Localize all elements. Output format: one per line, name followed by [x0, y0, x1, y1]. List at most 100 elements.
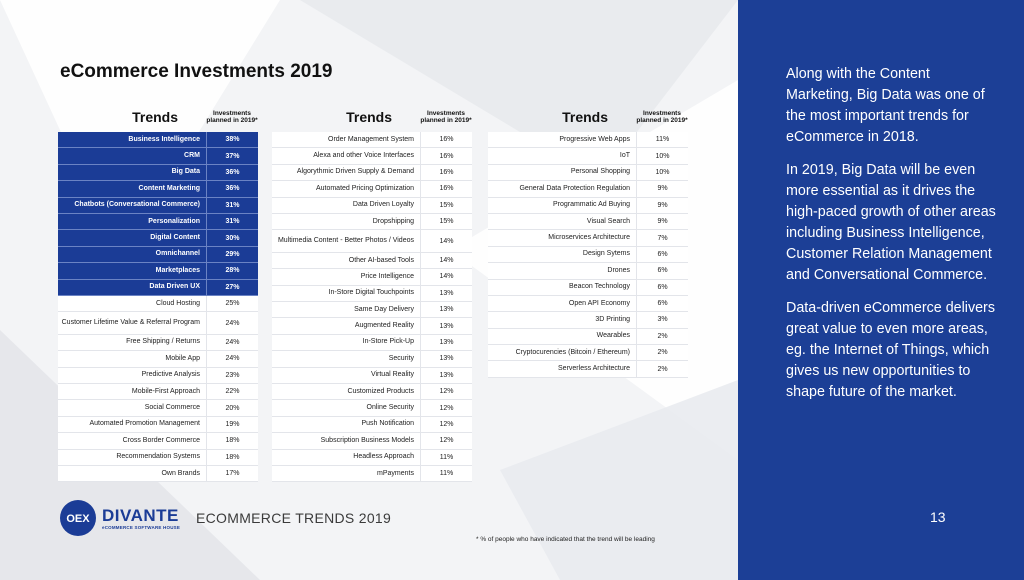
table-row: Chatbots (Conversational Commerce) 31% — [58, 197, 258, 214]
trend-name: Wearables — [596, 332, 630, 340]
trend-name: Personalization — [148, 217, 200, 225]
table-row: Design Sytems 6% — [488, 246, 688, 264]
investment-value: 16% — [420, 181, 472, 197]
investment-value: 22% — [206, 383, 258, 400]
investment-value: 31% — [206, 197, 258, 213]
table-row: Subscription Business Models 12% — [272, 433, 472, 450]
trend-name: Headless Approach — [353, 453, 414, 461]
trends-header: Trends — [132, 109, 178, 125]
investment-value: 18% — [206, 433, 258, 449]
investment-value: 29% — [206, 246, 258, 263]
table-row: Wearables 2% — [488, 328, 688, 346]
trend-name: Cryptocurencies (Bitcoin / Ethereum) — [515, 348, 630, 356]
table-row: Order Management System 16% — [272, 132, 472, 149]
investment-value: 38% — [206, 132, 258, 148]
investment-value: 13% — [420, 285, 472, 302]
investment-value: 31% — [206, 213, 258, 230]
investment-value: 13% — [420, 351, 472, 367]
trend-name: Algorythmic Driven Supply & Demand — [296, 168, 414, 176]
investment-value: 24% — [206, 351, 258, 367]
table-row: IoT 10% — [488, 148, 688, 165]
table-row: Digital Content 30% — [58, 230, 258, 247]
investment-value: 14% — [420, 269, 472, 285]
investment-value: 14% — [420, 252, 472, 269]
table-row: Headless Approach 11% — [272, 449, 472, 466]
table-row: Mobile-First Approach 22% — [58, 383, 258, 401]
investment-value: 14% — [420, 230, 472, 252]
investment-value: 6% — [636, 295, 688, 312]
investment-value: 2% — [636, 361, 688, 377]
table-row: Predictive Analysis 23% — [58, 367, 258, 384]
trend-name: Microservices Architecture — [548, 234, 630, 242]
investment-value: 30% — [206, 230, 258, 246]
trend-name: Data Driven UX — [149, 283, 200, 291]
logo-mark-icon: OEX — [60, 500, 96, 536]
table-row: Open API Economy 6% — [488, 295, 688, 313]
table-row: Augmented Reality 13% — [272, 318, 472, 335]
trend-name: Omnichannel — [155, 250, 200, 258]
investment-value: 36% — [206, 164, 258, 181]
table-row: Virtual Reality 13% — [272, 367, 472, 384]
trend-name: Multimedia Content - Better Photos / Vid… — [277, 237, 414, 245]
investment-value: 2% — [636, 328, 688, 345]
trend-name: Other AI-based Tools — [348, 256, 414, 264]
trend-name: Order Management System — [328, 135, 414, 143]
page-number: 13 — [930, 509, 946, 525]
investment-value: 28% — [206, 263, 258, 279]
trend-name: mPayments — [377, 469, 414, 477]
footer-title: ECOMMERCE TRENDS 2019 — [196, 510, 392, 526]
table-row: Marketplaces 28% — [58, 263, 258, 280]
investment-value: 17% — [206, 465, 258, 482]
trend-name: Programmatic Ad Buying — [552, 201, 630, 209]
table-rows: Order Management System 16% Alexa and othe… — [272, 132, 472, 483]
investment-value: 6% — [636, 279, 688, 295]
trend-name: Security — [388, 354, 414, 362]
table-row: Alexa and other Voice Interfaces 16% — [272, 148, 472, 165]
investment-value: 13% — [420, 318, 472, 334]
investment-value: 12% — [420, 383, 472, 400]
investment-value: 16% — [420, 164, 472, 181]
table-row: Price Intelligence 14% — [272, 269, 472, 286]
trend-name: Price Intelligence — [360, 272, 414, 280]
trend-name: Online Security — [366, 404, 414, 412]
investment-value: 15% — [420, 197, 472, 213]
investment-value: 23% — [206, 367, 258, 383]
table-row: General Data Protection Regulation 9% — [488, 181, 688, 198]
table-row: Personalization 31% — [58, 213, 258, 231]
trend-name: Mobile-First Approach — [131, 387, 200, 395]
table-row: Multimedia Content - Better Photos / Vid… — [272, 230, 472, 253]
table-row: Serverless Architecture 2% — [488, 361, 688, 378]
footnote: * % of people who have indicated that th… — [476, 536, 655, 543]
table-row: Push Notification 12% — [272, 416, 472, 434]
trend-name: Automated Pricing Optimization — [315, 184, 414, 192]
trend-name: In-Store Pick-Up — [362, 338, 414, 346]
investment-value: 11% — [420, 465, 472, 482]
investments-header: Investments planned in 2019* — [206, 109, 258, 125]
trend-name: Predictive Analysis — [141, 371, 200, 379]
table-row: Programmatic Ad Buying 9% — [488, 197, 688, 214]
table-row: Drones 6% — [488, 263, 688, 280]
table-row: Other AI-based Tools 14% — [272, 252, 472, 270]
table-row: Same Day Delivery 13% — [272, 302, 472, 319]
table-row: Big Data 36% — [58, 164, 258, 182]
table-rows: Business Intelligence 38% CRM 37% Big Data 36… — [58, 132, 258, 483]
trend-name: Drones — [607, 266, 630, 274]
trend-name: Cloud Hosting — [156, 299, 200, 307]
table-row: Mobile App 24% — [58, 351, 258, 368]
investment-value: 36% — [206, 181, 258, 197]
investment-value: 13% — [420, 367, 472, 383]
investment-value: 13% — [420, 334, 472, 351]
table-row: Automated Pricing Optimization 16% — [272, 181, 472, 198]
trends-table-3: Trends Investments planned in 2019* Prog… — [488, 103, 688, 378]
table-row: Free Shipping / Returns 24% — [58, 334, 258, 352]
table-row: Cloud Hosting 25% — [58, 295, 258, 313]
table-header: Trends Investments planned in 2019* — [488, 103, 688, 131]
table-row: Progressive Web Apps 11% — [488, 132, 688, 149]
trend-name: Chatbots (Conversational Commerce) — [74, 201, 200, 209]
investment-value: 9% — [636, 197, 688, 213]
table-row: Data Driven UX 27% — [58, 279, 258, 296]
table-row: In-Store Pick-Up 13% — [272, 334, 472, 352]
investment-value: 20% — [206, 400, 258, 416]
table-row: Social Commerce 20% — [58, 400, 258, 417]
logo-tagline: eCOMMERCE SOFTWARE HOUSE — [102, 524, 181, 530]
